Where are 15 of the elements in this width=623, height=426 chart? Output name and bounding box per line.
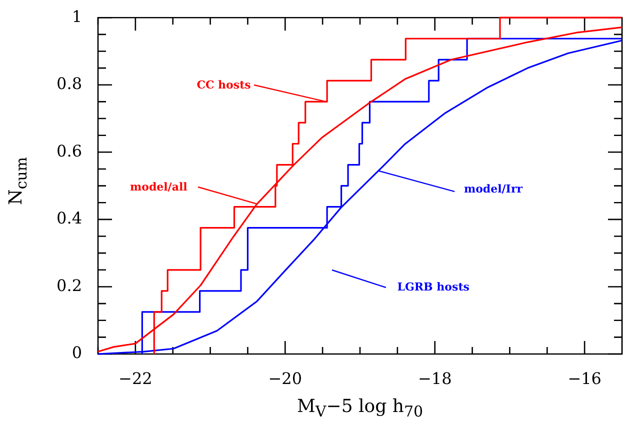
- annotation: model/all: [130, 180, 188, 194]
- x-tick-label: −16: [568, 368, 602, 388]
- annotation: LGRB hosts: [397, 280, 470, 294]
- y-tick-label: 0.2: [56, 276, 82, 295]
- y-tick-label: 0.8: [56, 74, 82, 94]
- y-tick-label: 0.6: [56, 141, 82, 160]
- x-tick-label: −18: [418, 368, 452, 388]
- y-tick-label: 0.4: [56, 208, 82, 228]
- annotation: CC hosts: [196, 78, 251, 92]
- x-tick-label: −22: [118, 368, 152, 388]
- y-tick-label: 1: [72, 6, 82, 26]
- x-tick-label: −20: [268, 368, 302, 388]
- x-axis-title: M$_{V}$−5 log h$_{70}$: [296, 396, 424, 421]
- annotation: model/Irr: [464, 182, 523, 196]
- y-tick-label: 0: [72, 343, 82, 362]
